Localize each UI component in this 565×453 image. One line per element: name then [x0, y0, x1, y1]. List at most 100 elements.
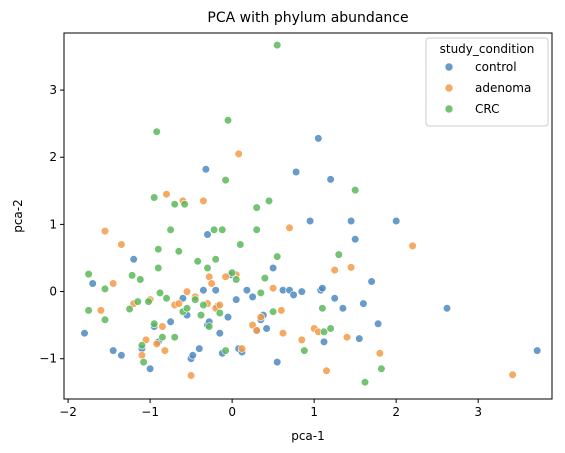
- data-point: [319, 305, 327, 313]
- data-point: [232, 296, 240, 304]
- data-point: [392, 217, 400, 225]
- data-point: [159, 323, 167, 331]
- legend-marker: [445, 84, 453, 92]
- data-point: [378, 365, 386, 373]
- x-tick-label: −1: [141, 405, 159, 419]
- data-point: [196, 345, 204, 353]
- data-point: [150, 320, 158, 328]
- data-point: [265, 197, 273, 205]
- data-point: [222, 176, 230, 184]
- data-point: [155, 245, 163, 253]
- legend-marker: [445, 105, 453, 113]
- legend-label: control: [475, 60, 517, 74]
- data-point: [331, 295, 339, 303]
- data-point: [216, 301, 224, 309]
- data-point: [126, 305, 134, 313]
- data-point: [167, 318, 175, 326]
- data-point: [163, 190, 171, 198]
- data-point: [212, 286, 220, 294]
- data-point: [101, 227, 109, 235]
- series-crc: [85, 41, 385, 386]
- y-tick-label: 3: [49, 83, 57, 97]
- data-point: [155, 264, 163, 272]
- data-point: [273, 41, 281, 49]
- data-point: [101, 316, 109, 324]
- data-point: [171, 333, 179, 341]
- data-point: [109, 347, 117, 355]
- data-point: [298, 288, 306, 296]
- chart-title: PCA with phylum abundance: [207, 10, 408, 26]
- data-point: [118, 241, 126, 249]
- data-point: [361, 378, 369, 386]
- data-point: [197, 311, 205, 319]
- data-point: [216, 329, 224, 337]
- data-point: [243, 286, 251, 294]
- legend: study_condition control adenoma CRC: [426, 38, 548, 126]
- data-point: [323, 367, 331, 375]
- data-point: [194, 258, 202, 266]
- data-point: [204, 231, 212, 239]
- data-point: [205, 323, 213, 331]
- data-point: [153, 340, 161, 348]
- x-tick-label: 1: [310, 405, 318, 419]
- x-axis-label: pca-1: [291, 429, 325, 443]
- data-point: [153, 128, 161, 136]
- data-point: [360, 300, 368, 308]
- data-point: [210, 226, 218, 234]
- data-point: [134, 298, 142, 306]
- data-point: [167, 226, 175, 234]
- data-point: [327, 325, 335, 333]
- data-point: [278, 307, 286, 315]
- legend-label: adenoma: [475, 81, 531, 95]
- data-point: [533, 347, 541, 355]
- data-point: [222, 273, 230, 281]
- data-point: [187, 372, 195, 380]
- data-point: [443, 305, 451, 313]
- data-point: [409, 242, 417, 250]
- x-tick-label: −2: [59, 405, 77, 419]
- data-point: [175, 300, 183, 308]
- data-point: [347, 264, 355, 272]
- data-point: [343, 333, 351, 341]
- y-tick-label: 0: [49, 285, 57, 299]
- data-point: [301, 347, 309, 355]
- data-point: [253, 327, 261, 335]
- data-point: [224, 313, 232, 321]
- data-point: [257, 313, 265, 321]
- data-point: [212, 255, 220, 263]
- data-point: [208, 280, 216, 288]
- data-point: [347, 217, 355, 225]
- data-point: [109, 280, 117, 288]
- data-point: [183, 305, 191, 313]
- y-tick-label: −1: [39, 352, 57, 366]
- data-point: [156, 289, 164, 297]
- data-point: [146, 365, 154, 373]
- data-point: [368, 278, 376, 286]
- data-point: [351, 235, 359, 243]
- y-axis: −1 0 1 2 3: [39, 83, 64, 366]
- data-point: [216, 309, 224, 317]
- data-point: [200, 286, 208, 294]
- data-point: [224, 117, 232, 125]
- data-point: [138, 352, 146, 360]
- data-point: [327, 176, 335, 184]
- data-point: [351, 186, 359, 194]
- data-point: [101, 285, 109, 293]
- data-point: [306, 217, 314, 225]
- x-axis: −2 −1 0 1 2 3: [59, 399, 482, 419]
- data-point: [163, 295, 171, 303]
- x-tick-label: 0: [228, 405, 236, 419]
- data-point: [200, 197, 208, 205]
- data-point: [261, 274, 269, 282]
- data-point: [171, 200, 179, 208]
- data-point: [219, 226, 227, 234]
- data-point: [237, 241, 245, 249]
- data-point: [290, 291, 298, 299]
- data-point: [319, 284, 327, 292]
- x-tick-label: 3: [474, 405, 482, 419]
- data-point: [279, 329, 287, 337]
- data-point: [200, 301, 208, 309]
- data-point: [118, 352, 126, 360]
- legend-label: CRC: [475, 102, 500, 116]
